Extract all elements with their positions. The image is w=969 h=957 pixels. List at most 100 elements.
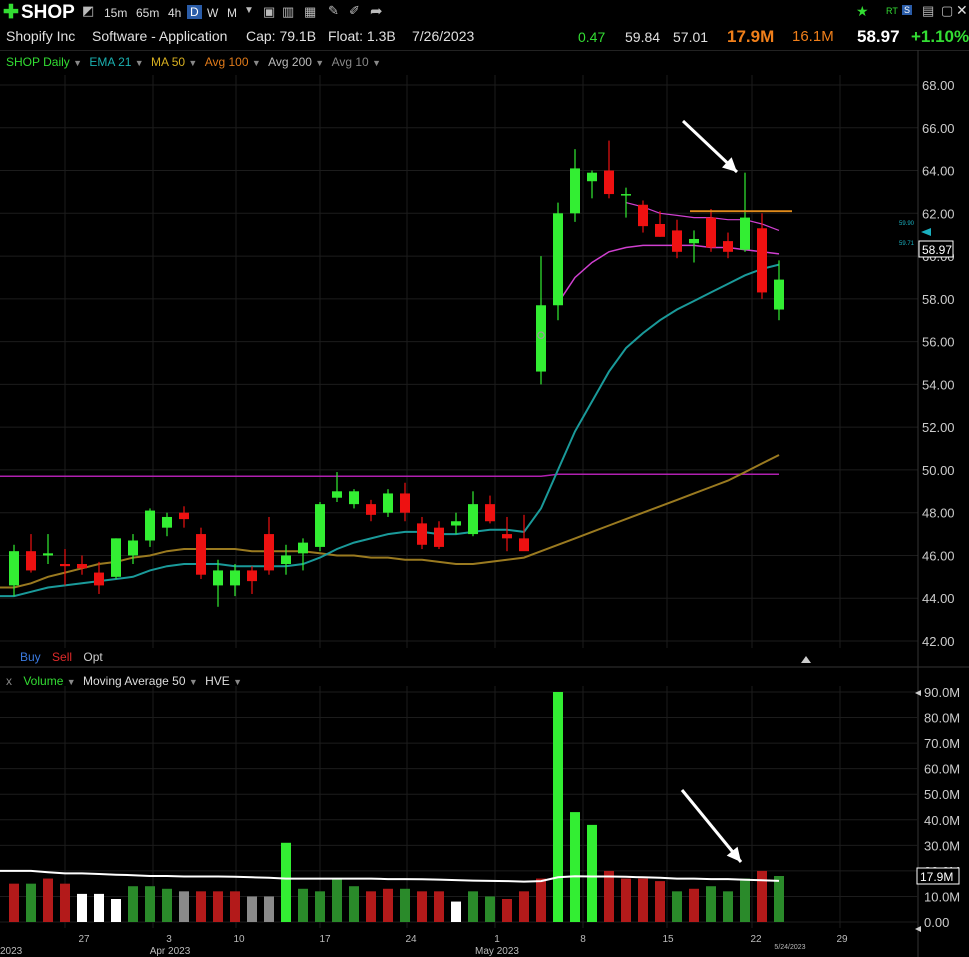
legend-ema21[interactable]: EMA 21 xyxy=(89,55,132,69)
volume-bar xyxy=(298,888,308,922)
volume-bar xyxy=(519,891,529,922)
legend-symbol[interactable]: SHOP Daily xyxy=(6,55,70,69)
favorite-star-icon[interactable]: ★ xyxy=(856,3,869,19)
quote-info-bar: Shopify Inc Software - Application Cap: … xyxy=(0,24,969,51)
volume-ma-dropdown-icon[interactable]: ▼ xyxy=(188,677,198,687)
volume-bar xyxy=(383,888,393,922)
last-price: 58.97 xyxy=(857,27,900,46)
last-price-tag-text: 58.97 xyxy=(922,243,952,257)
x-tick-label: 3 xyxy=(166,934,172,945)
volume-bar xyxy=(417,891,427,922)
volume-bar xyxy=(485,896,495,922)
share-icon[interactable]: ➦ xyxy=(370,3,383,20)
candle-body xyxy=(247,570,257,582)
volume-tick-label: 10.0M xyxy=(924,889,960,904)
volume-dropdown-icon[interactable]: ▼ xyxy=(66,677,76,687)
calculator-icon[interactable]: ▦ xyxy=(304,4,317,19)
close-volume-icon[interactable]: x xyxy=(6,674,12,688)
tf-65m[interactable]: 65m xyxy=(136,6,160,20)
volume-bar xyxy=(740,878,750,922)
draw-pencil-icon[interactable]: ✎ xyxy=(328,3,339,18)
avg100-dropdown-icon[interactable]: ▼ xyxy=(251,58,261,68)
avg200-line xyxy=(0,473,779,478)
window-icon[interactable]: ▢ xyxy=(941,3,954,18)
realtime-icon[interactable]: RT xyxy=(886,6,898,16)
add-icon[interactable]: ✚ xyxy=(3,2,19,23)
avg10-dropdown-icon[interactable]: ▼ xyxy=(372,58,381,68)
candle-body xyxy=(621,194,631,196)
price-tick-label: 50.00 xyxy=(922,463,955,478)
ema21-line xyxy=(0,263,780,598)
volume-bar xyxy=(434,891,444,922)
ema-dropdown-icon[interactable]: ▼ xyxy=(134,58,144,68)
option-button[interactable]: Opt xyxy=(83,650,103,664)
avg100-line xyxy=(0,454,780,589)
candle-body xyxy=(77,564,87,569)
volume-tick-label: 40.0M xyxy=(924,813,960,828)
volume-bar xyxy=(247,896,257,922)
sell-button[interactable]: Sell xyxy=(52,650,73,664)
day-high: 59.84 xyxy=(625,29,661,45)
volume-bar xyxy=(281,842,291,922)
volume-bar xyxy=(587,824,597,922)
market-cap: Cap: 79.1B xyxy=(246,28,317,44)
tf-dropdown-icon[interactable]: ▼ xyxy=(244,5,254,16)
price-tick-label: 68.00 xyxy=(922,78,955,93)
volume-bar xyxy=(349,886,359,922)
legend-volume[interactable]: Volume xyxy=(23,674,64,688)
legend-avg10[interactable]: Avg 10 xyxy=(331,55,369,69)
candle-body xyxy=(60,564,70,567)
candle-body xyxy=(179,512,189,520)
ma-tag-1: 59.90 xyxy=(899,221,915,227)
ma-dropdown-icon[interactable]: ▼ xyxy=(188,58,198,68)
volume-legend: x Volume ▼ Moving Average 50 ▼ HVE ▼ xyxy=(6,674,242,688)
legend-volume-ma[interactable]: Moving Average 50 xyxy=(82,674,186,688)
tf-daily[interactable]: D xyxy=(187,5,202,19)
candle-body xyxy=(145,510,155,541)
last-price-tag xyxy=(918,240,954,258)
volume-bar xyxy=(400,888,410,922)
price-tick-label: 44.00 xyxy=(922,591,955,606)
candle-body xyxy=(553,213,563,306)
tf-monthly[interactable]: M xyxy=(227,6,237,20)
layout-icon[interactable]: ▥ xyxy=(282,4,295,19)
hve-dropdown-icon[interactable]: ▼ xyxy=(233,677,243,687)
legend-avg200[interactable]: Avg 200 xyxy=(268,55,312,69)
candle-body xyxy=(196,534,206,575)
symbol-menu-icon[interactable]: ◩ xyxy=(82,3,95,18)
candle-body xyxy=(519,538,529,552)
avg-volume: 16.1M xyxy=(792,28,834,45)
candle-body xyxy=(383,493,393,513)
ma-tag-arrow xyxy=(921,228,931,236)
close-icon[interactable]: ✕ xyxy=(956,2,968,18)
volume-tick-label: 30.0M xyxy=(924,838,960,853)
note-icon[interactable]: ✐ xyxy=(349,3,360,18)
legend-avg100[interactable]: Avg 100 xyxy=(204,55,249,69)
candle-body xyxy=(128,540,138,556)
volume-tag-text: 17.9M xyxy=(920,870,953,884)
s-badge-icon[interactable]: S xyxy=(902,5,913,15)
volume-tick-label: 50.0M xyxy=(924,787,960,802)
symbol-label[interactable]: SHOP xyxy=(21,2,75,23)
candle-body xyxy=(400,493,410,513)
volume-bar xyxy=(77,893,87,922)
legend-dropdown-icon[interactable]: ▼ xyxy=(73,58,83,68)
candle-body xyxy=(417,523,427,545)
x-tick-label: 29 xyxy=(836,934,848,945)
candle-body xyxy=(230,570,240,586)
candle-body xyxy=(485,504,495,522)
volume-bar xyxy=(757,870,767,922)
legend-ma50[interactable]: MA 50 xyxy=(151,55,186,69)
tf-4h[interactable]: 4h xyxy=(168,6,182,20)
quote-date: 7/26/2023 xyxy=(412,28,475,44)
avg200-dropdown-icon[interactable]: ▼ xyxy=(315,58,325,68)
legend-hve[interactable]: HVE xyxy=(205,674,230,688)
buy-button[interactable]: Buy xyxy=(20,650,41,664)
save-icon[interactable]: ▤ xyxy=(922,3,935,18)
tf-15m[interactable]: 15m xyxy=(104,6,128,20)
text-tool-icon[interactable]: ▣ xyxy=(263,4,276,19)
price-tick-label: 66.00 xyxy=(922,121,955,136)
tf-weekly[interactable]: W xyxy=(207,6,219,20)
candle-body xyxy=(264,534,274,571)
